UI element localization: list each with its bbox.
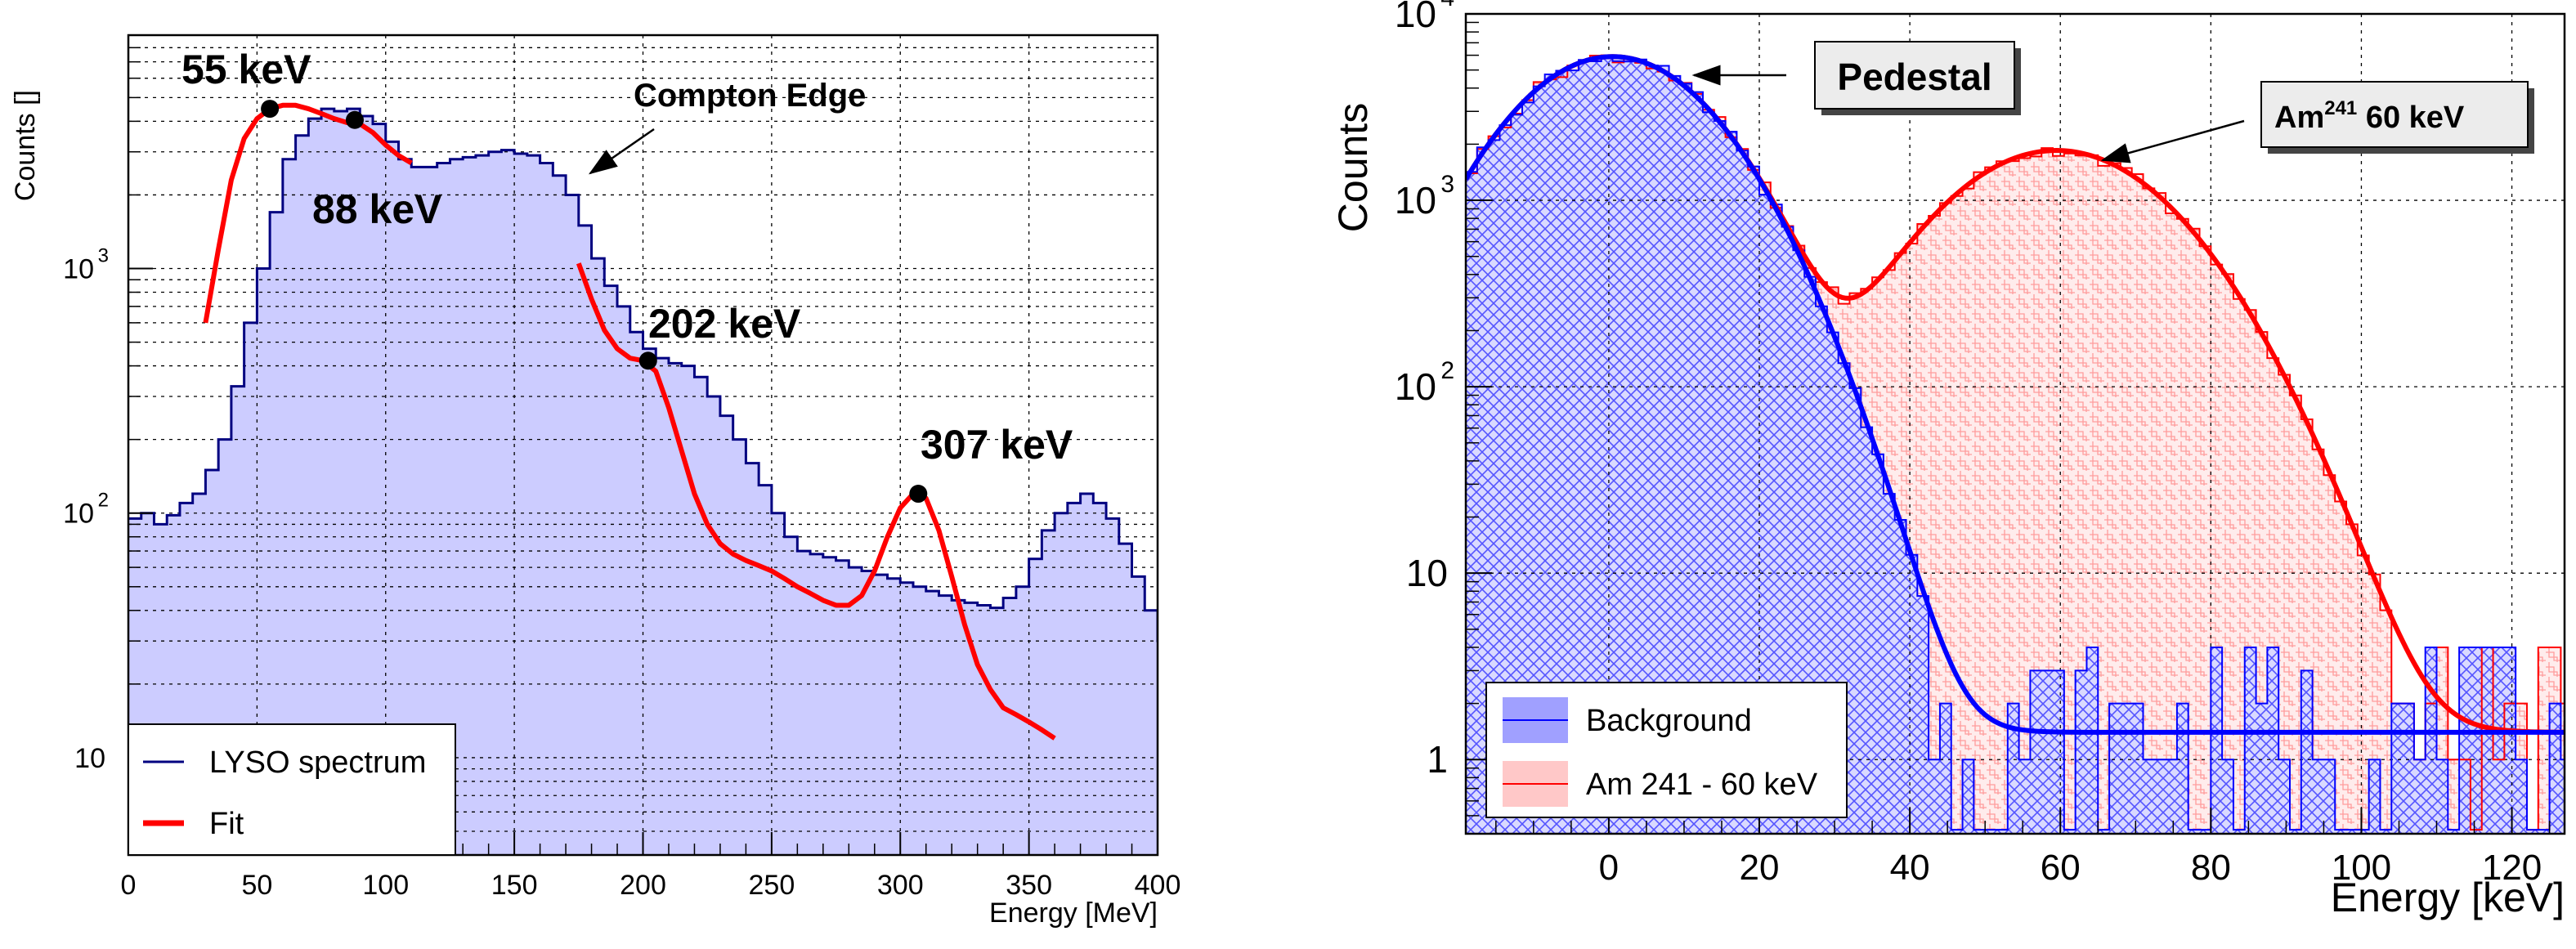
fit-line-2 <box>576 262 1056 741</box>
x-tick-label-200: 200 <box>620 870 666 901</box>
rx-tick-label-120: 120 <box>2482 848 2542 888</box>
y-tick-exp-100: 2 <box>98 490 109 512</box>
spectrum-line <box>128 107 1158 642</box>
y-tick-label-10: 10 <box>74 743 105 774</box>
ry-tick-label-10000: 10 <box>1395 0 1436 35</box>
compton-edge-arrow <box>588 128 655 175</box>
ry-tick-exp-1000: 3 <box>1440 171 1454 198</box>
left-annotations: 55 keV 88 keV Compton Edge 202 keV 307 keV <box>181 47 1073 468</box>
am241-label: Am241 60 keV <box>2274 97 2465 135</box>
legend-label-background: Background <box>1586 704 1752 738</box>
ry-tick-exp-100: 2 <box>1440 357 1454 384</box>
pedestal-label: Pedestal <box>1837 56 1991 98</box>
right-x-axis-label: Energy [keV] <box>2331 875 2565 920</box>
spectrum-area <box>128 109 1158 855</box>
left-y-axis-label: Counts [] <box>10 90 41 201</box>
x-tick-label-100: 100 <box>362 870 409 901</box>
ry-tick-label-100: 10 <box>1395 365 1436 408</box>
y-tick-exp-1000: 3 <box>98 245 109 267</box>
rx-tick-label-80: 80 <box>2191 848 2231 888</box>
x-tick-label-400: 400 <box>1135 870 1181 901</box>
y-tick-label-1000: 10 <box>63 254 94 285</box>
peak-marker-2 <box>638 351 657 370</box>
legend-label-lyso: LYSO spectrum <box>209 745 426 780</box>
fit-line-1 <box>203 102 413 324</box>
left-fit-curve <box>203 102 1056 741</box>
right-annotations: Pedestal Am241 60 keV <box>1691 41 2534 163</box>
legend-label-fit: Fit <box>209 807 244 841</box>
left-x-axis-label: Energy [MeV] <box>989 898 1158 929</box>
annotation-3: 202 keV <box>648 301 801 347</box>
rx-tick-label-0: 0 <box>1599 848 1619 888</box>
ry-tick-label-10: 10 <box>1406 552 1448 594</box>
background-area <box>1466 56 2565 834</box>
right-y-axis-label: Counts <box>1330 103 1376 232</box>
left-spectrum-fill <box>128 109 1158 855</box>
annotation-1: 88 keV <box>312 186 442 232</box>
x-tick-label-250: 250 <box>749 870 795 901</box>
right-legend: Background Am 241 - 60 keV <box>1485 682 1848 818</box>
background-fit-line <box>1466 54 2565 735</box>
am241-arrow <box>2100 119 2245 163</box>
rx-tick-label-60: 60 <box>2041 848 2081 888</box>
pedestal-box <box>1814 41 2015 110</box>
x-tick-label-50: 50 <box>241 870 272 901</box>
am241-box <box>2260 81 2529 148</box>
rx-tick-label-100: 100 <box>2332 848 2391 888</box>
ry-tick-label-1000: 10 <box>1395 179 1436 222</box>
annotation-0: 55 keV <box>181 47 311 92</box>
ry-tick-label-1: 1 <box>1427 738 1448 781</box>
peak-marker-1 <box>345 110 364 129</box>
right-histogram-fill <box>1466 55 2565 834</box>
y-tick-label-100: 10 <box>63 499 94 530</box>
annotation-2: Compton Edge <box>634 78 866 114</box>
legend-label-am241: Am 241 - 60 keV <box>1586 768 1818 802</box>
right-axes: 020406080100120110102103104 <box>1395 0 2566 888</box>
left-legend: LYSO spectrum Fit <box>128 723 456 856</box>
peak-marker-0 <box>261 100 280 119</box>
x-tick-label-0: 0 <box>121 870 137 901</box>
right-frame <box>1464 12 2566 835</box>
right-fit-curves <box>1466 54 2565 735</box>
rx-tick-label-20: 20 <box>1740 848 1780 888</box>
left-peak-markers <box>261 100 928 504</box>
x-tick-label-150: 150 <box>491 870 538 901</box>
rx-tick-label-40: 40 <box>1890 848 1930 888</box>
x-tick-label-350: 350 <box>1006 870 1052 901</box>
peak-marker-3 <box>909 485 928 504</box>
annotation-4: 307 keV <box>921 422 1073 468</box>
ry-tick-exp-10000: 4 <box>1440 0 1454 11</box>
x-tick-label-300: 300 <box>877 870 924 901</box>
